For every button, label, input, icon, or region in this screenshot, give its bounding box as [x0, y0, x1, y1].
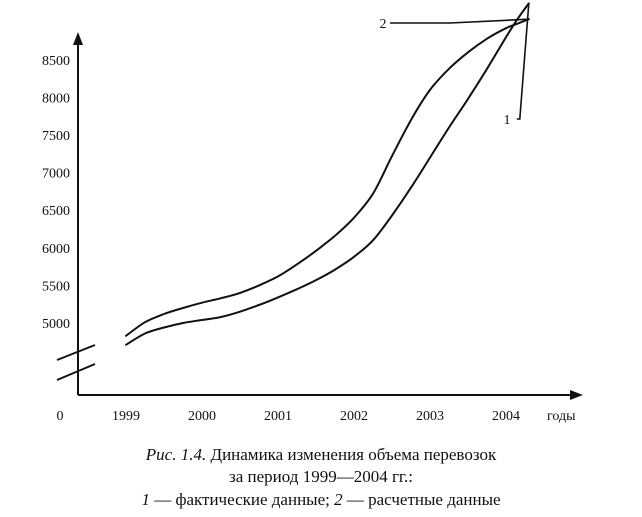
legend-number-1: 1	[141, 490, 150, 509]
series-group	[125, 2, 530, 346]
x-axis-arrow	[570, 390, 583, 400]
x-tick-label-2000: 2000	[188, 409, 216, 424]
series-label-2: 2	[380, 17, 387, 32]
figure-caption-title: Рис. 1.4. Динамика изменения объема пере…	[0, 444, 642, 466]
axis-break-mark-lower	[56, 363, 96, 381]
y-tick-label-8000: 8000	[42, 91, 70, 106]
axes: 5000 5500 6000 6500 7000 7500 8000 8500 0 1999 200…	[42, 32, 583, 424]
legend-text-1: — фактические данные;	[149, 490, 335, 509]
labels: 12	[380, 3, 530, 128]
figure-caption-legend: 1 — фактические данные; 2 — расчетные да…	[0, 489, 642, 511]
y-tick-label-6000: 6000	[42, 242, 70, 257]
leader-line-1	[516, 3, 530, 120]
origin-label: 0	[57, 409, 64, 424]
y-tick-label-8500: 8500	[42, 54, 70, 69]
figure-title: Динамика изменения объема перевозок	[206, 445, 497, 464]
legend-text-2: — расчетные данные	[342, 490, 501, 509]
x-tick-label-2002: 2002	[340, 409, 368, 424]
figure-number: Рис. 1.4.	[145, 445, 207, 464]
y-tick-label-7000: 7000	[42, 167, 70, 182]
x-axis-label: годы	[547, 409, 576, 424]
series-label-1: 1	[504, 113, 511, 128]
x-tick-label-1999: 1999	[112, 409, 140, 424]
x-tick-label-2003: 2003	[416, 409, 444, 424]
y-tick-label-7500: 7500	[42, 129, 70, 144]
x-tick-label-2004: 2004	[492, 409, 520, 424]
y-axis-arrow	[73, 32, 83, 45]
chart: 5000 5500 6000 6500 7000 7500 8000 8500 0 1999 200…	[42, 2, 583, 424]
leader-line-2	[390, 18, 529, 24]
x-tick-label-2001: 2001	[264, 409, 292, 424]
legend-number-2: 2	[334, 490, 343, 509]
figure-caption-period: за период 1999—2004 гг.:	[229, 467, 413, 486]
axis-break-mark-upper	[56, 344, 96, 361]
y-tick-label-5000: 5000	[42, 317, 70, 332]
series-line-1	[125, 2, 530, 346]
y-tick-label-6500: 6500	[42, 204, 70, 219]
y-tick-label-5500: 5500	[42, 279, 70, 294]
series-line-2	[125, 18, 530, 337]
